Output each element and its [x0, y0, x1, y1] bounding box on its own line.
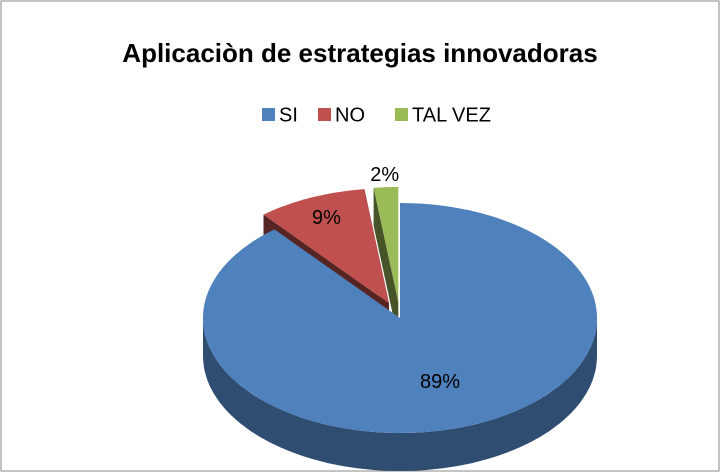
- slice-wall: [203, 318, 597, 471]
- pie-slice: [203, 203, 597, 471]
- legend-label: SI: [279, 104, 298, 126]
- legend-swatch: [262, 108, 275, 121]
- slice-side: [373, 187, 399, 340]
- pie-slice: [373, 186, 399, 340]
- slice-top: [373, 186, 399, 302]
- slice-top: [263, 189, 389, 304]
- legend-swatch: [395, 108, 408, 121]
- legend-swatch: [318, 108, 331, 121]
- data-label: 89%: [420, 371, 460, 393]
- legend-label: TAL VEZ: [412, 104, 491, 126]
- chart-title: Aplicaciòn de estrategias innovadoras: [122, 38, 597, 68]
- data-label: 9%: [312, 207, 341, 229]
- legend-label: NO: [335, 104, 365, 126]
- data-label: 2%: [370, 164, 399, 186]
- slice-top: [203, 203, 597, 433]
